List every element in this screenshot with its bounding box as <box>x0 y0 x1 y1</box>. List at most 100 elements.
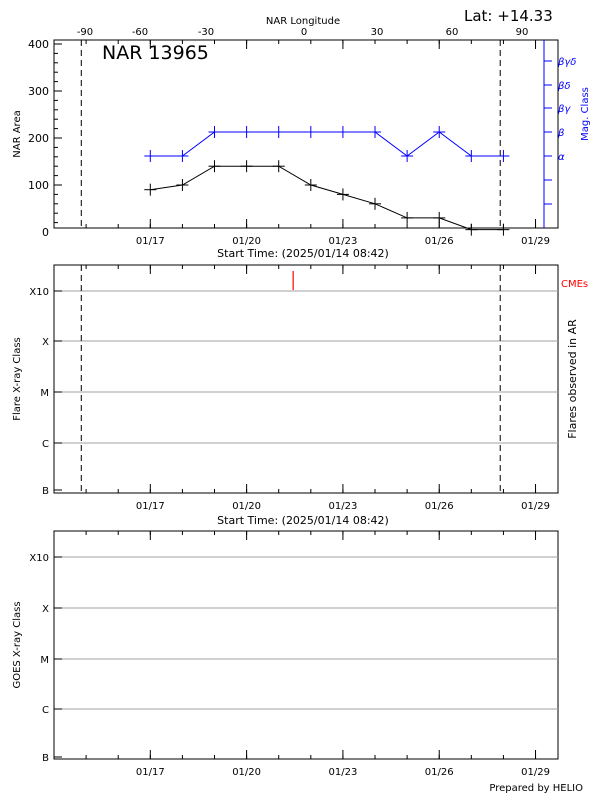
x-tick-label: 01/23 <box>329 236 358 247</box>
x-tick-label: 01/17 <box>136 236 165 247</box>
y-tick-label: 0 <box>42 226 49 239</box>
y-tick-label: 400 <box>28 38 49 51</box>
area-point <box>144 183 157 196</box>
y2-tick-label: βδ <box>557 81 571 92</box>
y-tick-label: M <box>40 388 49 399</box>
y2-tick-label: βγδ <box>557 57 576 68</box>
area-line <box>150 165 504 231</box>
x-tick-label: 01/29 <box>521 236 550 247</box>
y-tick-label: 300 <box>28 85 49 98</box>
mag-class-point <box>240 126 253 138</box>
x-axis: 01/17 01/20 01/23 01/26 01/29 <box>53 265 550 512</box>
x-axis: 01/17 01/20 01/23 01/26 01/29 <box>53 531 550 778</box>
mag-class-point <box>369 126 382 138</box>
panel-frame <box>53 39 559 229</box>
mag-class-point <box>465 150 478 162</box>
x-axis-label: Start Time: (2025/01/14 08:42) <box>217 514 389 527</box>
top-tick-label: 60 <box>446 27 459 38</box>
area-point <box>465 223 478 236</box>
top-tick-label: 0 <box>301 27 307 38</box>
top-tick-label: -30 <box>198 27 214 38</box>
mag-class-point <box>433 126 446 138</box>
y-axis: 0 100 200 300 400 <box>28 38 62 239</box>
x-axis: 01/17 01/20 01/23 01/26 01/29 <box>53 40 550 247</box>
area-point <box>497 223 510 236</box>
top-tick-label: 90 <box>516 27 529 38</box>
y-axis-label: GOES X-ray Class <box>12 601 23 688</box>
y-tick-label: X10 <box>29 553 49 564</box>
y-tick-label: 100 <box>28 179 49 192</box>
y2-tick-label: βγ <box>557 104 571 115</box>
area-point <box>272 160 285 173</box>
area-point <box>433 211 446 224</box>
top-axis-label: NAR Longitude <box>266 16 340 27</box>
y-tick-label: M <box>40 655 49 666</box>
cme-label: CMEs <box>561 279 588 290</box>
grid <box>54 556 558 710</box>
events-group: CMEs <box>292 271 588 290</box>
y-tick-label: B <box>42 753 49 764</box>
mag-class-point <box>401 150 414 162</box>
x-axis-label: Start Time: (2025/01/14 08:42) <box>217 247 389 260</box>
mag-class-point <box>208 126 221 138</box>
area-point <box>240 160 253 173</box>
y2-axis: α β βγ βδ βγδ <box>543 40 576 228</box>
x-tick-label: 01/20 <box>232 236 261 247</box>
mag-class-point <box>272 126 285 138</box>
panel-goes: 01/17 01/20 01/23 01/26 01/29 B C M X X10 GOES X… <box>12 530 559 778</box>
mag-class-line <box>150 131 504 157</box>
x-tick-label: 01/26 <box>425 767 454 778</box>
limb-lines <box>80 40 501 228</box>
x-tick-label: 01/20 <box>232 767 261 778</box>
x-tick-label: 01/26 <box>425 236 454 247</box>
y-tick-label: C <box>42 705 49 716</box>
limb-lines <box>80 265 501 493</box>
top-tick-label: -90 <box>77 27 93 38</box>
region-title: NAR 13965 <box>102 42 209 64</box>
mag-class-point <box>497 150 510 162</box>
area-point <box>336 188 349 201</box>
area-point <box>208 160 221 173</box>
x-tick-label: 01/29 <box>521 501 550 512</box>
footer-credit: Prepared by HELIO <box>489 783 583 794</box>
y2-axis-label: Mag. Class <box>580 87 591 141</box>
grid <box>54 290 558 444</box>
y-axis: B C M X X10 <box>29 553 62 764</box>
x-tick-label: 01/17 <box>136 501 165 512</box>
y2-axis-label: Flares observed in AR <box>566 319 579 439</box>
x-tick-label: 01/29 <box>521 767 550 778</box>
y-tick-label: 200 <box>28 132 49 145</box>
series-group <box>144 126 510 236</box>
y-tick-label: B <box>42 486 49 497</box>
top-tick-label: 30 <box>371 27 384 38</box>
latitude-label: Lat: +14.33 <box>464 7 553 25</box>
area-point <box>176 179 189 191</box>
y2-tick-label: α <box>558 152 565 163</box>
panel-frame <box>53 530 559 760</box>
mag-class-point <box>144 150 157 162</box>
x-tick-label: 01/26 <box>425 501 454 512</box>
x-tick-label: 01/23 <box>329 767 358 778</box>
top-longitude-axis: -90 -60 -30 0 30 60 90 <box>77 27 529 38</box>
y-tick-label: X <box>42 604 49 615</box>
x-tick-label: 01/20 <box>232 501 261 512</box>
y-axis-label: Flare X-ray Class <box>12 337 23 421</box>
area-point <box>369 197 382 210</box>
y-tick-label: C <box>42 439 49 450</box>
mag-class-point <box>304 126 317 138</box>
area-point <box>401 211 414 224</box>
y2-tick-label: β <box>557 128 565 139</box>
y-tick-label: X <box>42 337 49 348</box>
y-axis-label: NAR Area <box>12 110 23 157</box>
area-point <box>304 179 317 191</box>
y-tick-label: X10 <box>29 287 49 298</box>
y-axis: B C M X X10 <box>29 287 62 497</box>
panel-nar-area: 01/17 01/20 01/23 01/26 01/29 -90 -60 -30 0 30 60… <box>12 27 591 260</box>
x-tick-label: 01/17 <box>136 767 165 778</box>
top-tick-label: -60 <box>132 27 148 38</box>
x-tick-label: 01/23 <box>329 501 358 512</box>
panel-flares: 01/17 01/20 01/23 01/26 01/29 B C M X X10 CMEs S… <box>12 264 588 527</box>
mag-class-point <box>336 126 349 138</box>
panel-frame <box>53 264 559 494</box>
